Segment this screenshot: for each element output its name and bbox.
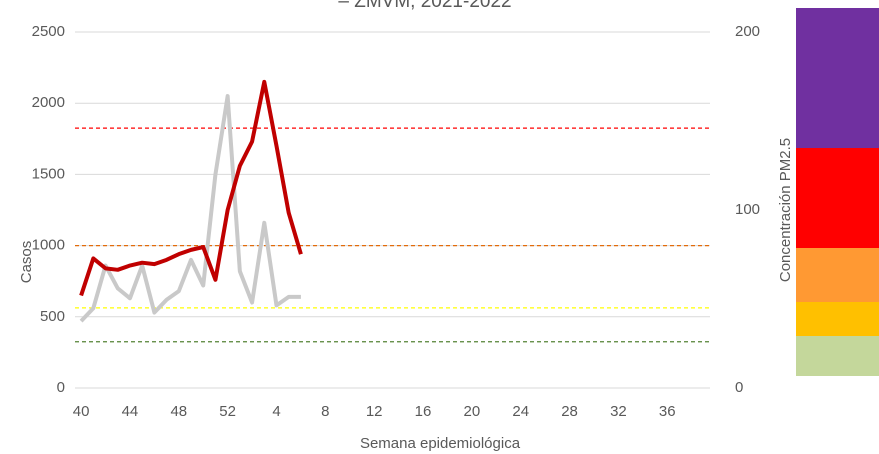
chart-title: – ZMVM, 2021-2022 [338, 0, 511, 12]
series-line [79, 94, 301, 323]
y-tick-label: 2500 [32, 23, 65, 40]
x-tick-label: 12 [366, 403, 383, 420]
x-tick-label: 28 [561, 403, 578, 420]
y-tick-label: 1000 [32, 237, 65, 254]
y2-tick-label: 200 [735, 23, 760, 40]
pm-scale-legend [796, 8, 879, 376]
x-tick-label: 8 [321, 403, 329, 420]
band-green [796, 336, 879, 376]
x-tick-label: 44 [122, 403, 139, 420]
x-tick-label: 48 [170, 403, 187, 420]
band-purple [796, 8, 879, 148]
band-red [796, 148, 879, 248]
x-tick-label: 52 [219, 403, 236, 420]
x-tick-label: 16 [415, 403, 432, 420]
x-tick-label: 32 [610, 403, 627, 420]
band-yellow [796, 302, 879, 336]
x-tick-label: 24 [512, 403, 529, 420]
x-tick-label: 36 [659, 403, 676, 420]
y2-tick-label: 0 [735, 379, 743, 396]
y-tick-label: 2000 [32, 94, 65, 111]
x-tick-label: 40 [73, 403, 90, 420]
series-line [79, 79, 303, 297]
y-tick-label: 500 [40, 308, 65, 325]
y2-tick-label: 100 [735, 201, 760, 218]
y2-axis-label: Concentración PM2.5 [777, 138, 794, 282]
x-axis-label: Semana epidemiológica [360, 435, 521, 452]
band-orange [796, 248, 879, 302]
x-tick-label: 4 [272, 403, 280, 420]
y-tick-label: 0 [57, 379, 65, 396]
x-tick-label: 20 [464, 403, 481, 420]
y-tick-label: 1500 [32, 165, 65, 182]
y-axis-label: Casos [18, 241, 35, 284]
